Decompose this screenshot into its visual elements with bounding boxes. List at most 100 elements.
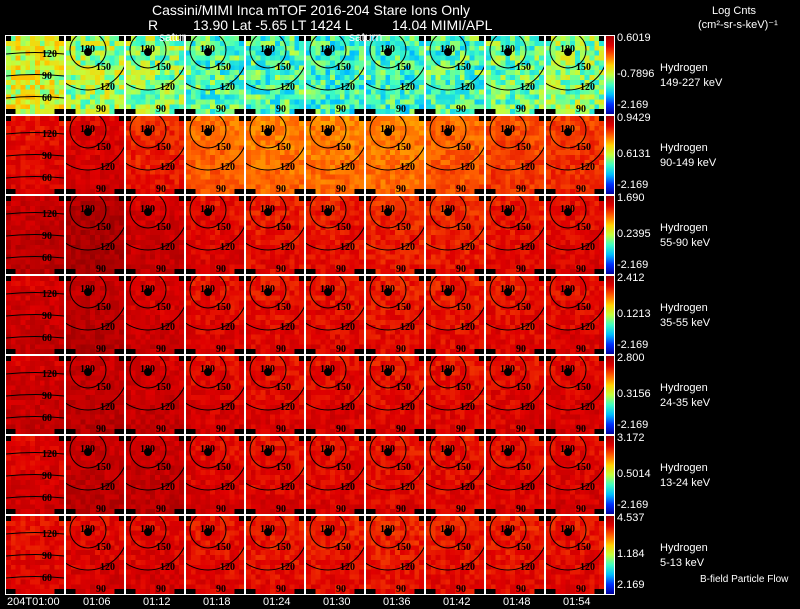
contour-label: 180 xyxy=(380,444,395,455)
heatmap-panel: 180 150 120 90 xyxy=(305,195,365,275)
colorbar-cmin-label: -2.169 xyxy=(617,419,649,431)
contour-label: 150 xyxy=(96,142,111,153)
contour-label: 90 xyxy=(576,504,586,514)
contour-label: 120 xyxy=(42,49,57,60)
field-direction-marker xyxy=(324,288,332,296)
heatmap-cells xyxy=(426,276,484,354)
contour-label: 90 xyxy=(216,264,226,274)
contour-label: 90 xyxy=(336,344,346,354)
species-label: Hydrogen xyxy=(660,302,708,314)
contour-label: 90 xyxy=(156,104,166,114)
time-tick-label: 01:12 xyxy=(143,596,171,608)
contour-label: 120 xyxy=(400,322,415,333)
contour-label: 120 xyxy=(580,322,595,333)
colorbar-cmax-label: 4.537 xyxy=(617,512,645,524)
contour-label: 90 xyxy=(336,584,346,594)
heatmap-panel: 120 90 60 xyxy=(5,275,65,355)
contour-line xyxy=(429,116,467,149)
time-tick-label: 01:48 xyxy=(503,596,531,608)
contour-label: 120 xyxy=(520,242,535,253)
heatmap-panel: 180 150 120 90 xyxy=(545,275,605,355)
contour-label: 120 xyxy=(340,162,355,173)
contour-label: 120 xyxy=(160,242,175,253)
heatmap-cells xyxy=(366,516,424,594)
contour-line xyxy=(429,276,467,309)
contour-label: 150 xyxy=(516,222,531,233)
contour-label: 120 xyxy=(460,482,475,493)
contour-label: 90 xyxy=(276,264,286,274)
heatmap-cells xyxy=(66,516,124,594)
heatmap-cells xyxy=(306,356,364,434)
contour-label: 180 xyxy=(500,444,515,455)
contour-label: 90 xyxy=(516,104,526,114)
contour-label: 150 xyxy=(336,142,351,153)
contour-label: 120 xyxy=(460,402,475,413)
contour-label: 90 xyxy=(336,104,346,114)
colorbar xyxy=(605,275,615,355)
contour-label: 90 xyxy=(456,184,466,194)
heatmap-panel: 180 150 120 90 xyxy=(545,355,605,435)
contour-line xyxy=(186,546,244,571)
contour-line xyxy=(6,416,64,419)
heatmap-cells xyxy=(366,116,424,194)
contour-overlay: 120 90 60 xyxy=(6,449,64,504)
contour-label: 60 xyxy=(42,333,52,344)
field-direction-marker xyxy=(144,288,152,296)
contour-line xyxy=(489,436,527,469)
contour-label: 180 xyxy=(80,204,95,215)
contour-line xyxy=(549,276,587,309)
contour-line xyxy=(66,66,124,91)
contour-line xyxy=(546,546,604,571)
contour-label: 90 xyxy=(156,504,166,514)
heatmap-panel: 180 150 120 90 xyxy=(305,115,365,195)
contour-line xyxy=(126,66,184,91)
contour-line xyxy=(129,436,167,469)
contour-label: 120 xyxy=(220,562,235,573)
contour-line xyxy=(6,52,64,55)
contour-label: 150 xyxy=(516,462,531,473)
contour-label: 120 xyxy=(160,562,175,573)
contour-label: 120 xyxy=(460,322,475,333)
contour-label: 120 xyxy=(400,82,415,93)
row-label: Hydrogen 13-24 keV xyxy=(660,461,710,491)
contour-label: 180 xyxy=(560,204,575,215)
contour-line xyxy=(369,516,407,549)
contour-line xyxy=(129,36,167,69)
contour-label: 180 xyxy=(500,284,515,295)
species-label: Hydrogen xyxy=(660,62,708,74)
heatmap-cells xyxy=(306,196,364,274)
heatmap-cells xyxy=(246,356,304,434)
contour-line xyxy=(489,356,527,389)
contour-line xyxy=(366,466,424,491)
plot-title: Cassini/MIMI Inca mTOF 2016-204 Stare Io… xyxy=(152,2,470,18)
field-direction-marker xyxy=(324,208,332,216)
contour-label: 180 xyxy=(80,124,95,135)
heatmap-panel: 120 90 60 xyxy=(5,115,65,195)
colorbar-cmid-label: 0.1213 xyxy=(617,308,651,320)
field-direction-marker xyxy=(144,368,152,376)
contour-label: 90 xyxy=(576,264,586,274)
contour-label: 90 xyxy=(216,504,226,514)
field-direction-marker xyxy=(384,288,392,296)
contour-label: 150 xyxy=(276,542,291,553)
heatmap-panel: 180 150 120 90 xyxy=(65,195,125,275)
heatmap-cells xyxy=(66,276,124,354)
contour-label: 60 xyxy=(42,573,52,584)
contour-label: 180 xyxy=(260,284,275,295)
heatmap-cells xyxy=(546,196,604,274)
contour-label: 120 xyxy=(580,402,595,413)
field-direction-marker xyxy=(444,288,452,296)
contour-label: 120 xyxy=(580,82,595,93)
heatmap-panel: 180 150 120 90 xyxy=(425,515,485,595)
contour-line xyxy=(306,306,364,331)
contour-line xyxy=(429,516,467,549)
contour-label: 90 xyxy=(216,184,226,194)
